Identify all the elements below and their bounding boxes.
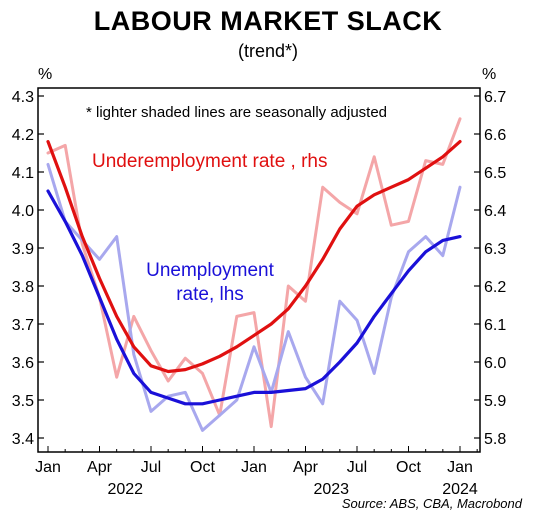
right-tick-label: 6.2 [484, 279, 506, 296]
left-tick-label: 4.0 [12, 203, 34, 220]
right-tick-label: 6.4 [484, 203, 506, 220]
trend-underemployment-line [46, 140, 462, 374]
left-tick-label: 4.3 [12, 89, 34, 106]
left-tick-label: 3.8 [12, 279, 34, 296]
chart-title: LABOUR MARKET SLACK [93, 6, 443, 36]
right-tick-label: 6.6 [484, 127, 506, 144]
sa-underemployment-line [46, 117, 462, 429]
x-tick-label: Apr [293, 459, 319, 476]
right-tick-label: 6.3 [484, 241, 506, 258]
left-axis-unit: % [38, 66, 53, 83]
right-axis-unit: % [482, 66, 497, 83]
chart-series [46, 117, 462, 432]
source-note: Source: ABS, CBA, Macrobond [341, 496, 522, 511]
x-tick-label: Apr [87, 459, 113, 476]
chart-subtitle: (trend*) [237, 41, 299, 61]
unemployment-label-line2: rate, lhs [176, 284, 244, 305]
x-tick-label: Jan [447, 459, 473, 476]
left-tick-label: 4.1 [12, 165, 34, 182]
plot-frame [37, 87, 481, 453]
underemployment-label: Underemployment rate , rhs [92, 151, 328, 172]
sa-unemployment-line [46, 162, 462, 432]
x-year-label: 2022 [107, 481, 143, 498]
right-tick-label: 6.0 [484, 355, 506, 372]
seasonal-note: * lighter shaded lines are seasonally ad… [86, 104, 387, 121]
left-tick-label: 4.2 [12, 127, 34, 144]
right-tick-label: 6.1 [484, 317, 506, 334]
left-tick-label: 3.9 [12, 241, 34, 258]
left-tick-label: 3.7 [12, 317, 34, 334]
left-tick-label: 3.4 [12, 431, 34, 448]
right-tick-label: 5.9 [484, 393, 506, 410]
trend-unemployment-line [46, 189, 462, 406]
x-year-label: 2024 [442, 481, 478, 498]
x-year-label: 2023 [313, 481, 349, 498]
x-tick-label: Oct [396, 459, 421, 476]
x-tick-label: Jul [141, 459, 161, 476]
x-tick-label: Jan [35, 459, 61, 476]
unemployment-label-line1: Unemployment [146, 260, 274, 281]
chart-axes: 3.4 3.5 3.6 3.7 3.8 3.9 4.0 4.1 4.2 4.3 5.8 5.9 6.0 6… [12, 87, 506, 498]
left-tick-label: 3.5 [12, 393, 34, 410]
x-tick-label: Jan [241, 459, 267, 476]
x-tick-label: Jul [347, 459, 367, 476]
right-tick-label: 6.5 [484, 165, 506, 182]
right-tick-label: 5.8 [484, 431, 506, 448]
x-tick-label: Oct [190, 459, 215, 476]
left-tick-label: 3.6 [12, 355, 34, 372]
right-tick-label: 6.7 [484, 89, 506, 106]
